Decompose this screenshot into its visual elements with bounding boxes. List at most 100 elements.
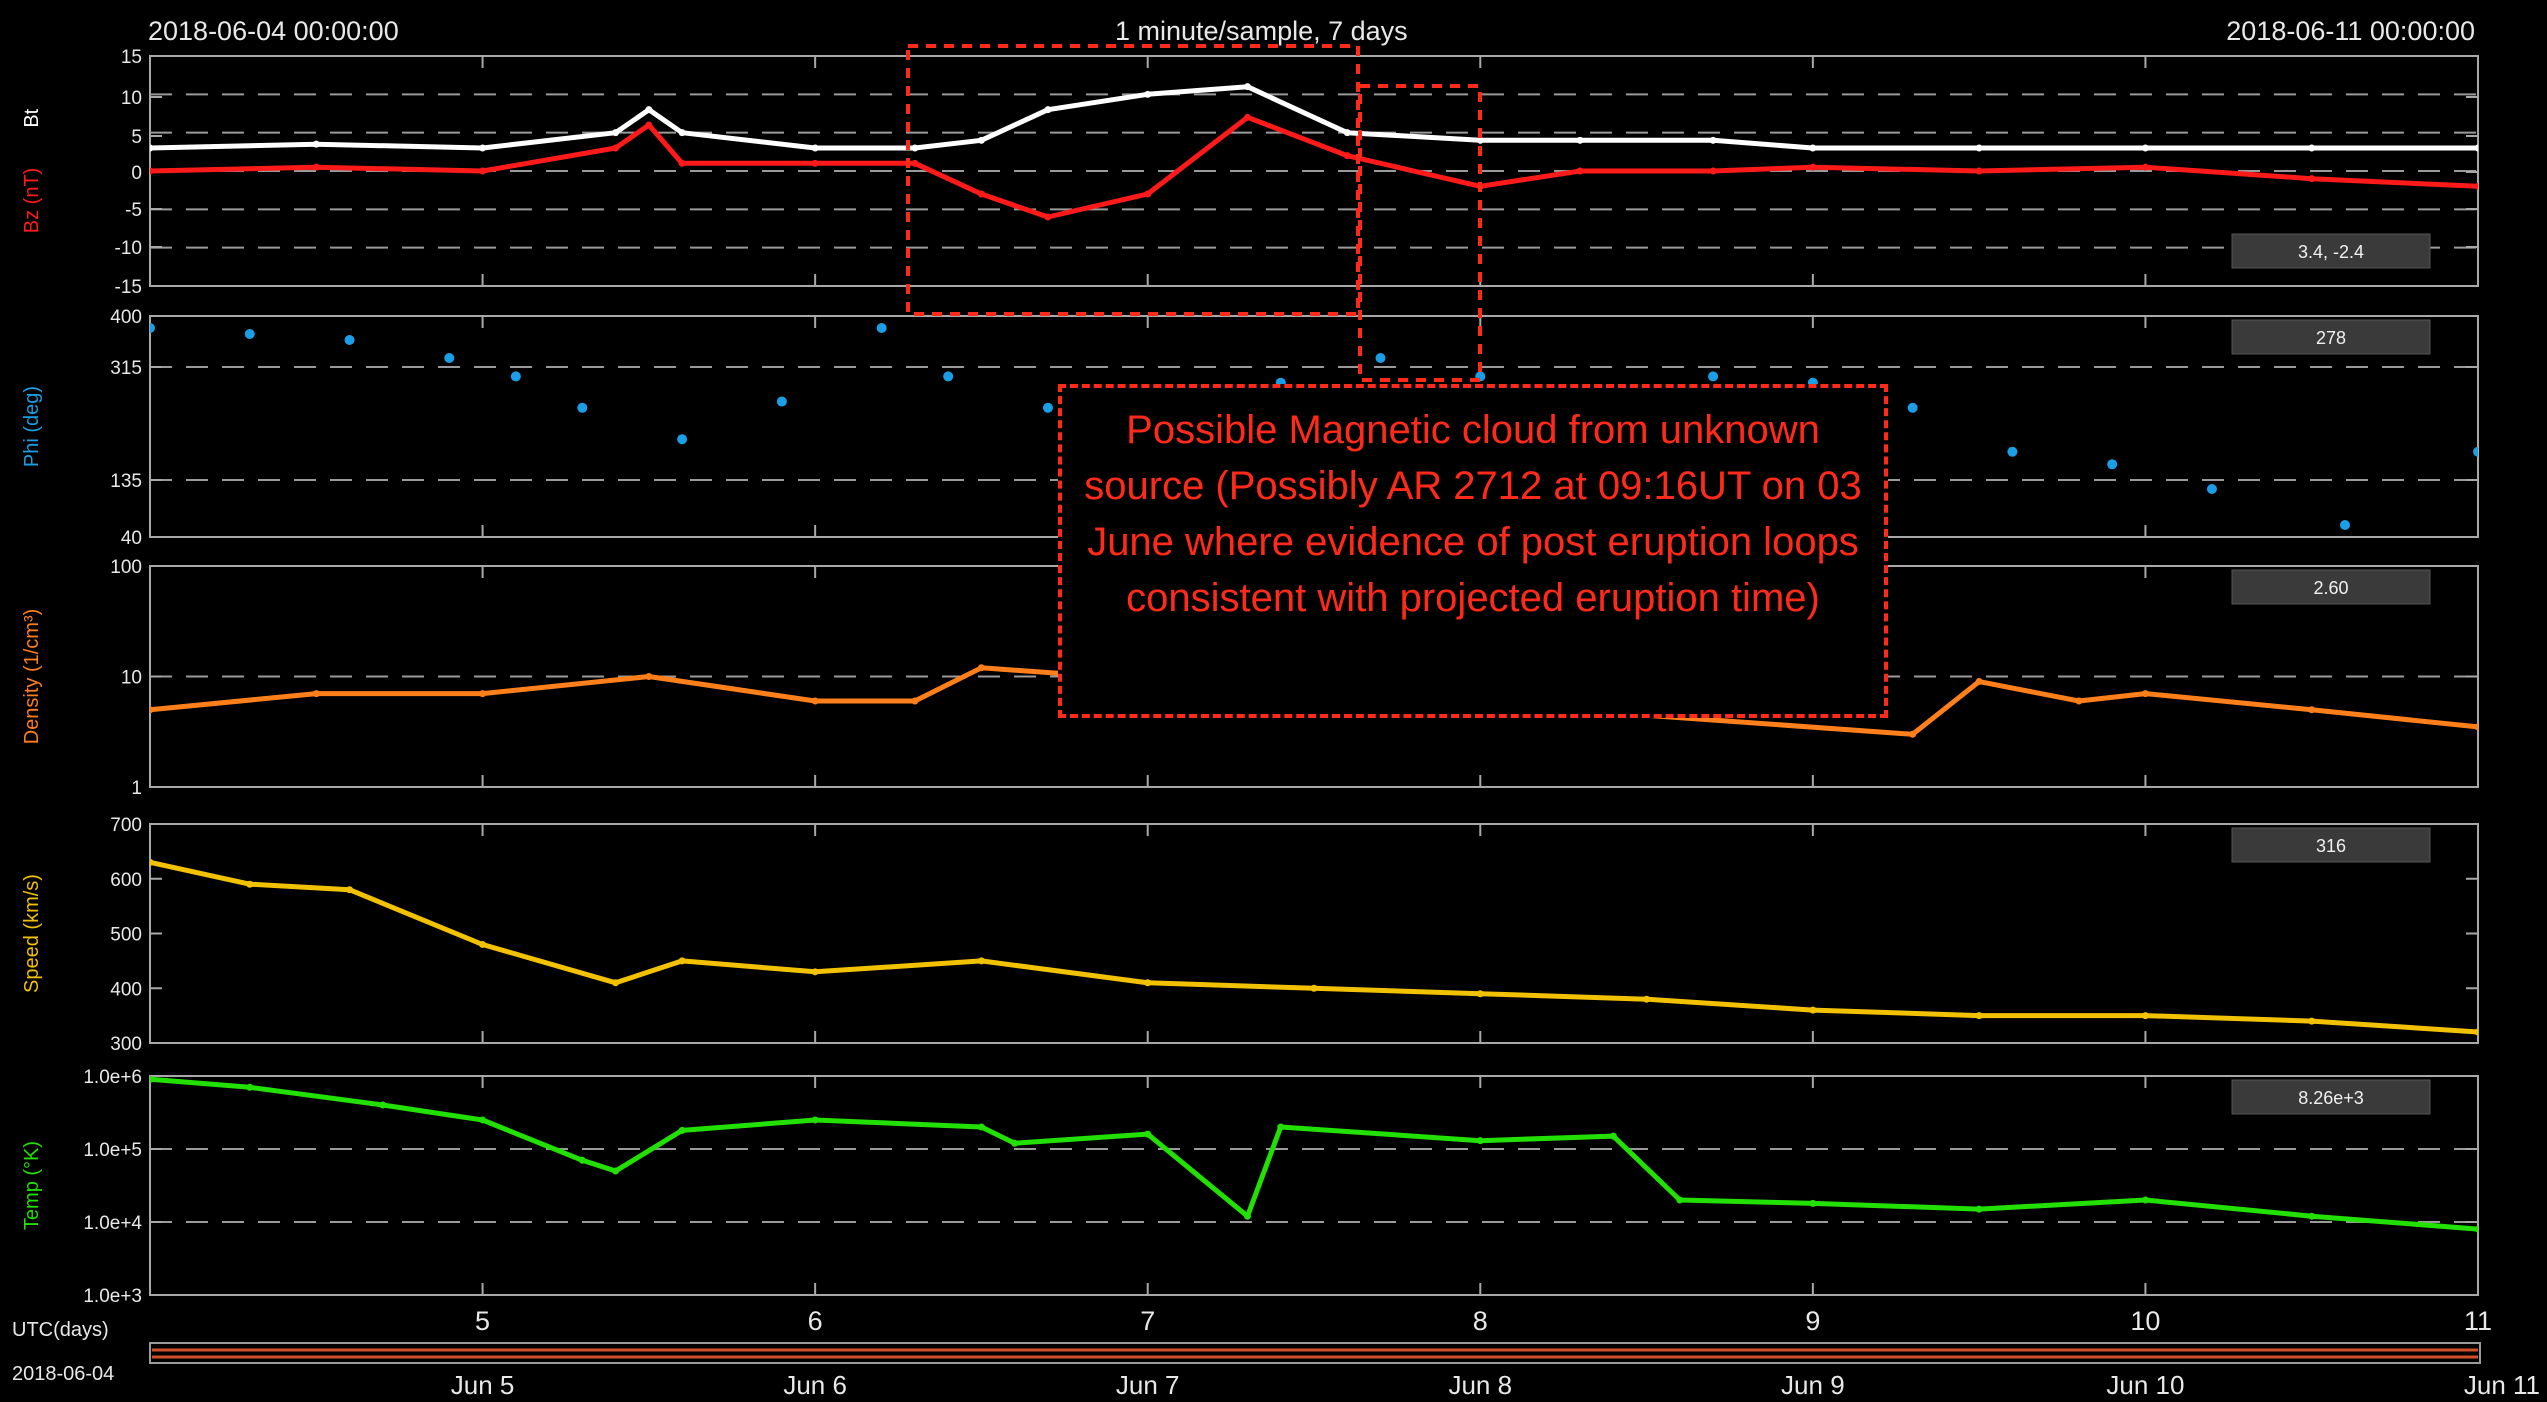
series-line-point xyxy=(2075,697,2083,705)
y-tick-label: -15 xyxy=(115,277,142,298)
date-label: Jun 11 xyxy=(2464,1370,2540,1400)
value-readout-box xyxy=(2231,1079,2431,1115)
value-readout-box xyxy=(2231,319,2431,355)
panel-frame xyxy=(149,1075,2479,1296)
value-readout-box xyxy=(2231,233,2431,269)
value-readout: 278 xyxy=(2316,328,2346,348)
series-line-bt-point xyxy=(1343,129,1351,137)
series-line-bt-point xyxy=(1044,106,1052,114)
y-tick-label: 400 xyxy=(110,307,142,328)
series-line-bt-point xyxy=(1576,136,1584,144)
value-readout: 2.60 xyxy=(2313,578,2348,598)
x-tick-label: 9 xyxy=(1805,1306,1820,1336)
y-tick-label: 5 xyxy=(131,127,142,148)
series-line-bz-point xyxy=(977,190,985,198)
y-axis-label: Density (1/cm³) xyxy=(21,609,43,745)
series-line-bz-point xyxy=(2474,182,2478,190)
data-point xyxy=(510,371,521,382)
series-line-bz-point xyxy=(1975,167,1983,175)
series-line-bz-point xyxy=(312,163,320,171)
series-line-point xyxy=(2308,706,2316,714)
series-line-point xyxy=(1975,1205,1983,1213)
y-tick-label: 1.0e+4 xyxy=(83,1213,142,1234)
annotation-box: Possible Magnetic cloud from unknown sou… xyxy=(1058,384,1888,718)
date-label: Jun 7 xyxy=(1116,1370,1180,1400)
series-line-point xyxy=(246,1083,254,1091)
data-layer xyxy=(150,858,2478,1036)
series-line-bz-point xyxy=(2308,175,2316,183)
series-line-point xyxy=(379,1101,387,1109)
y-axis-label: Temp (°K) xyxy=(21,1141,43,1230)
data-point xyxy=(876,323,887,333)
x-tick-label: 5 xyxy=(475,1306,490,1336)
series-line-point xyxy=(1643,995,1651,1003)
series-line-point xyxy=(1476,990,1484,998)
value-readout: 3.4, -2.4 xyxy=(2298,242,2364,262)
series-line-point xyxy=(150,858,154,866)
data-point xyxy=(2206,484,2217,494)
series-line-bz-point xyxy=(911,159,919,167)
data-point xyxy=(2473,446,2478,457)
series-line-bt-point xyxy=(811,144,819,152)
y-tick-label: 40 xyxy=(121,528,142,549)
series-line-point xyxy=(612,1167,620,1175)
series-line-point xyxy=(678,957,686,965)
event-highlight-box xyxy=(906,44,1360,316)
annotation-text: Possible Magnetic cloud from unknown sou… xyxy=(1084,408,1862,620)
series-line-point xyxy=(1144,979,1152,987)
date-label: Jun 5 xyxy=(451,1370,515,1400)
date-label: Jun 10 xyxy=(2106,1370,2184,1400)
series-line-point xyxy=(479,690,487,698)
series-line-point xyxy=(2474,1225,2478,1233)
series-line-point xyxy=(2141,690,2149,698)
series-line-point xyxy=(1011,1139,1019,1147)
panel-speed: 700 600 500 400 300 Speed (km/s) 316 xyxy=(21,815,2479,1055)
data-point xyxy=(244,329,255,339)
series-line-point xyxy=(1809,1006,1817,1014)
y-tick-label: 1.0e+6 xyxy=(83,1067,142,1088)
data-point xyxy=(1042,402,1053,413)
series-line-point xyxy=(1609,1132,1617,1140)
series-line-bt-point xyxy=(645,106,653,114)
x-tick-label: 8 xyxy=(1473,1306,1488,1336)
series-line-point xyxy=(1310,984,1318,992)
series-line-bz-point xyxy=(2141,163,2149,171)
series-line-bz-point xyxy=(811,159,819,167)
x-tick-label: 10 xyxy=(2130,1306,2160,1336)
series-line-point xyxy=(2141,1012,2149,1020)
panel-temperature: 1.0e+6 1.0e+5 1.0e+4 1.0e+3 Temp (°K) 8.26e+3 xyxy=(21,1067,2479,1307)
data-point xyxy=(2339,520,2350,530)
series-line-point xyxy=(977,664,985,672)
y-tick-label: 1 xyxy=(131,778,142,799)
series-line-point xyxy=(2308,1017,2316,1025)
series-line-point xyxy=(977,1123,985,1131)
data-layer xyxy=(150,1076,2478,1233)
series-line-bz-point xyxy=(678,159,686,167)
series-line-bt-point xyxy=(2308,144,2316,152)
series-line-point xyxy=(1676,1196,1684,1204)
series-line-point xyxy=(150,706,154,714)
series-line-point xyxy=(246,880,254,888)
series-line-bz-point xyxy=(1709,167,1717,175)
series-line-point xyxy=(911,697,919,705)
series-line-point xyxy=(1975,1012,1983,1020)
series-line-point xyxy=(1909,730,1917,738)
y-axis-label-bz: Bz (nT) xyxy=(21,168,43,234)
series-line-point xyxy=(1809,1199,1817,1207)
y-tick-label: -5 xyxy=(125,200,142,221)
series-line-bz-point xyxy=(1343,152,1351,160)
y-tick-label: 500 xyxy=(110,925,142,946)
series-line-bt-point xyxy=(312,140,320,148)
series-line-bt-point xyxy=(1243,83,1251,91)
series-line-point xyxy=(811,697,819,705)
series-line-bt-point xyxy=(911,144,919,152)
series-line-point xyxy=(645,673,653,680)
y-tick-label: 400 xyxy=(110,979,142,1000)
series-line-bz-point xyxy=(479,167,487,175)
series-line-point xyxy=(2141,1196,2149,1204)
y-tick-label: -10 xyxy=(115,238,142,259)
value-readout: 8.26e+3 xyxy=(2298,1088,2364,1108)
data-point xyxy=(1375,353,1386,363)
series-line-point xyxy=(678,1126,686,1134)
series-line-bt-point xyxy=(2141,144,2149,152)
